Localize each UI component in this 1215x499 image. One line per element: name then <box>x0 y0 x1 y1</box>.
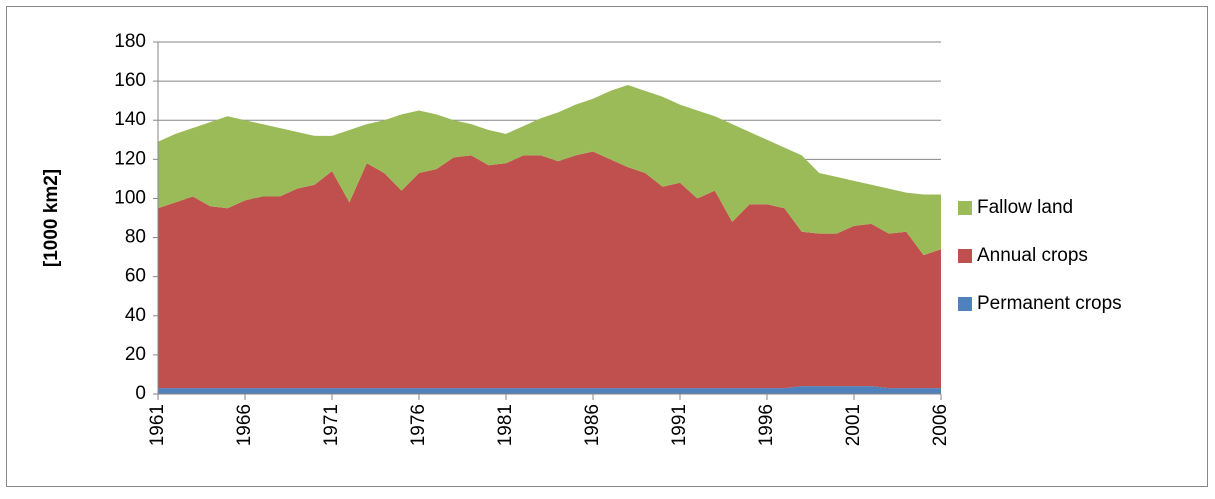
x-tick-label: 1986 <box>582 404 603 446</box>
y-axis-label: [1000 km2] <box>41 169 62 267</box>
y-tick-label: 160 <box>114 70 146 91</box>
x-tick-label: 1966 <box>234 404 255 446</box>
y-tick-label: 20 <box>125 344 146 365</box>
y-tick-label: 140 <box>114 109 146 130</box>
y-tick-label: 100 <box>114 187 146 208</box>
legend-label: Permanent crops <box>977 293 1122 314</box>
y-tick-label: 120 <box>114 148 146 169</box>
x-tick-label: 1971 <box>321 404 342 446</box>
area <box>158 151 941 389</box>
x-tick-label: 2006 <box>930 404 951 446</box>
legend-swatch <box>958 297 972 311</box>
legend-swatch <box>958 201 972 215</box>
x-tick-label: 1991 <box>669 404 690 446</box>
legend-label: Annual crops <box>977 245 1088 266</box>
x-tick-label: 1996 <box>756 404 777 446</box>
y-tick-label: 60 <box>125 266 146 287</box>
y-tick-label: 40 <box>125 305 146 326</box>
y-tick-label: 80 <box>125 227 146 248</box>
legend-label: Fallow land <box>977 197 1073 218</box>
area <box>158 85 941 256</box>
x-tick-label: 1981 <box>495 404 516 446</box>
x-tick-label: 1976 <box>408 404 429 446</box>
y-tick-label: 0 <box>135 383 146 404</box>
x-tick-label: 1961 <box>147 404 168 446</box>
legend-swatch <box>958 249 972 263</box>
x-tick-label: 2001 <box>843 404 864 446</box>
y-tick-label: 180 <box>114 31 146 52</box>
